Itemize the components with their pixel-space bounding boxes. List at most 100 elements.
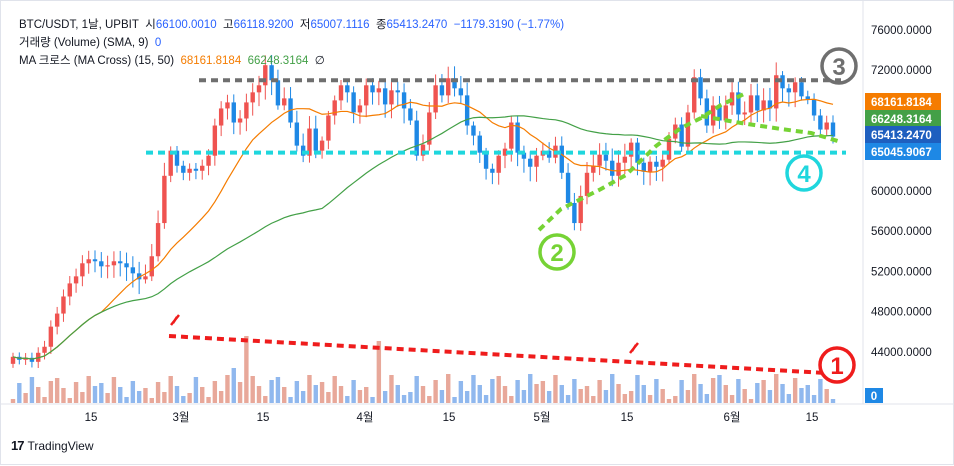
candle-body	[427, 112, 432, 145]
volume-bar	[811, 395, 817, 403]
volume-bar	[729, 395, 735, 403]
volume-bar	[446, 374, 451, 403]
x-tick-label: 15	[443, 412, 456, 424]
volume-bar	[300, 391, 306, 403]
candle-body	[300, 145, 306, 156]
volume-bar	[332, 376, 337, 403]
volume-bar	[48, 381, 54, 403]
ma-cross-legend[interactable]: MA 크로스 (MA Cross) (15, 50) 68161.8184 66…	[19, 53, 325, 69]
candle-body	[679, 124, 684, 147]
x-tick-label: 15	[257, 412, 270, 424]
candle-body	[565, 172, 571, 203]
candle-body	[717, 105, 722, 121]
volume-bar	[99, 383, 104, 403]
candle-body	[641, 162, 646, 172]
candle-body	[584, 172, 590, 196]
candle-body	[376, 88, 382, 93]
price-label-box	[865, 143, 941, 160]
high-value: 66118.9200	[233, 19, 294, 31]
candle-body	[231, 102, 236, 123]
volume-bar	[534, 384, 539, 403]
ma-slow-line	[12, 115, 834, 360]
volume-bar	[54, 378, 60, 403]
volume-bar	[559, 385, 564, 403]
candle-body	[294, 122, 300, 146]
volume-bar	[67, 398, 72, 403]
candle-body	[206, 155, 211, 166]
y-tick-label: 44000.0000	[871, 347, 932, 359]
volume-bar	[155, 382, 161, 403]
candle-body	[729, 92, 735, 106]
candle-body	[92, 259, 98, 262]
volume-bar	[294, 381, 300, 403]
y-tick-label: 72000.0000	[871, 65, 932, 77]
candle-body	[710, 105, 716, 126]
volume-trend-line	[168, 334, 827, 375]
volume-bar	[200, 387, 205, 403]
candle-body	[408, 108, 413, 121]
slope-line	[700, 114, 842, 144]
volume-bar	[149, 398, 154, 403]
candle-body	[830, 122, 836, 137]
volume-bar	[471, 375, 476, 403]
price-label-box	[865, 126, 941, 143]
high-label: 고	[223, 19, 234, 31]
symbol-title: BTC/USDT, 1날, UPBIT	[19, 19, 139, 31]
candle-body	[80, 263, 85, 277]
candle-body	[237, 118, 243, 123]
volume-bar	[628, 391, 634, 403]
candle-body	[546, 150, 552, 158]
ma-fast-line	[12, 98, 834, 360]
uptrend-line	[537, 91, 747, 232]
volume-bar	[603, 390, 609, 403]
candle-body	[439, 85, 445, 96]
volume-bar	[244, 336, 249, 403]
volume-bar	[546, 391, 552, 403]
candle-body	[496, 155, 501, 173]
volume-bar	[269, 380, 274, 403]
volume-bar	[698, 384, 703, 403]
candle-body	[515, 122, 520, 153]
volume-bar	[767, 390, 773, 403]
volume-bar	[136, 391, 142, 403]
candle-body	[338, 85, 344, 101]
volume-bar	[786, 394, 792, 403]
candle-body	[446, 78, 451, 96]
candle-body	[628, 142, 634, 157]
open-label: 시	[145, 19, 156, 31]
volume-bar	[364, 387, 369, 403]
volume-bar	[80, 392, 85, 403]
candle-body	[464, 95, 470, 126]
candle-body	[48, 326, 54, 347]
volume-bar	[610, 374, 615, 403]
candle-body	[433, 85, 438, 113]
candle-body	[490, 168, 495, 173]
volume-bar	[168, 376, 173, 403]
candle-body	[200, 165, 205, 171]
candle-body	[244, 102, 249, 119]
volume-bar	[635, 375, 640, 403]
volume-bar	[395, 385, 400, 403]
volume-legend[interactable]: 거래량 (Volume) (SMA, 9) 0	[19, 35, 161, 51]
volume-bar	[231, 368, 236, 403]
volume-bar	[477, 385, 482, 403]
volume-bar	[515, 380, 520, 403]
candle-body	[742, 112, 747, 115]
candle-body	[143, 276, 148, 280]
volume-bar	[818, 379, 823, 403]
volume-bar	[717, 375, 722, 403]
candle-body	[10, 356, 16, 364]
candle-body	[395, 90, 400, 93]
volume-bar	[256, 386, 262, 403]
candle-body	[748, 95, 754, 113]
volume-bar	[401, 395, 407, 403]
annotation-4-label: 4	[797, 161, 811, 188]
volume-bar	[660, 389, 665, 403]
candle-body	[250, 92, 255, 103]
tradingview-footer[interactable]: 17 TradingView	[11, 438, 94, 453]
candle-body	[174, 150, 180, 166]
volume-bar	[345, 396, 350, 403]
annotation-2-label: 2	[550, 240, 563, 267]
volume-bar	[584, 386, 590, 403]
